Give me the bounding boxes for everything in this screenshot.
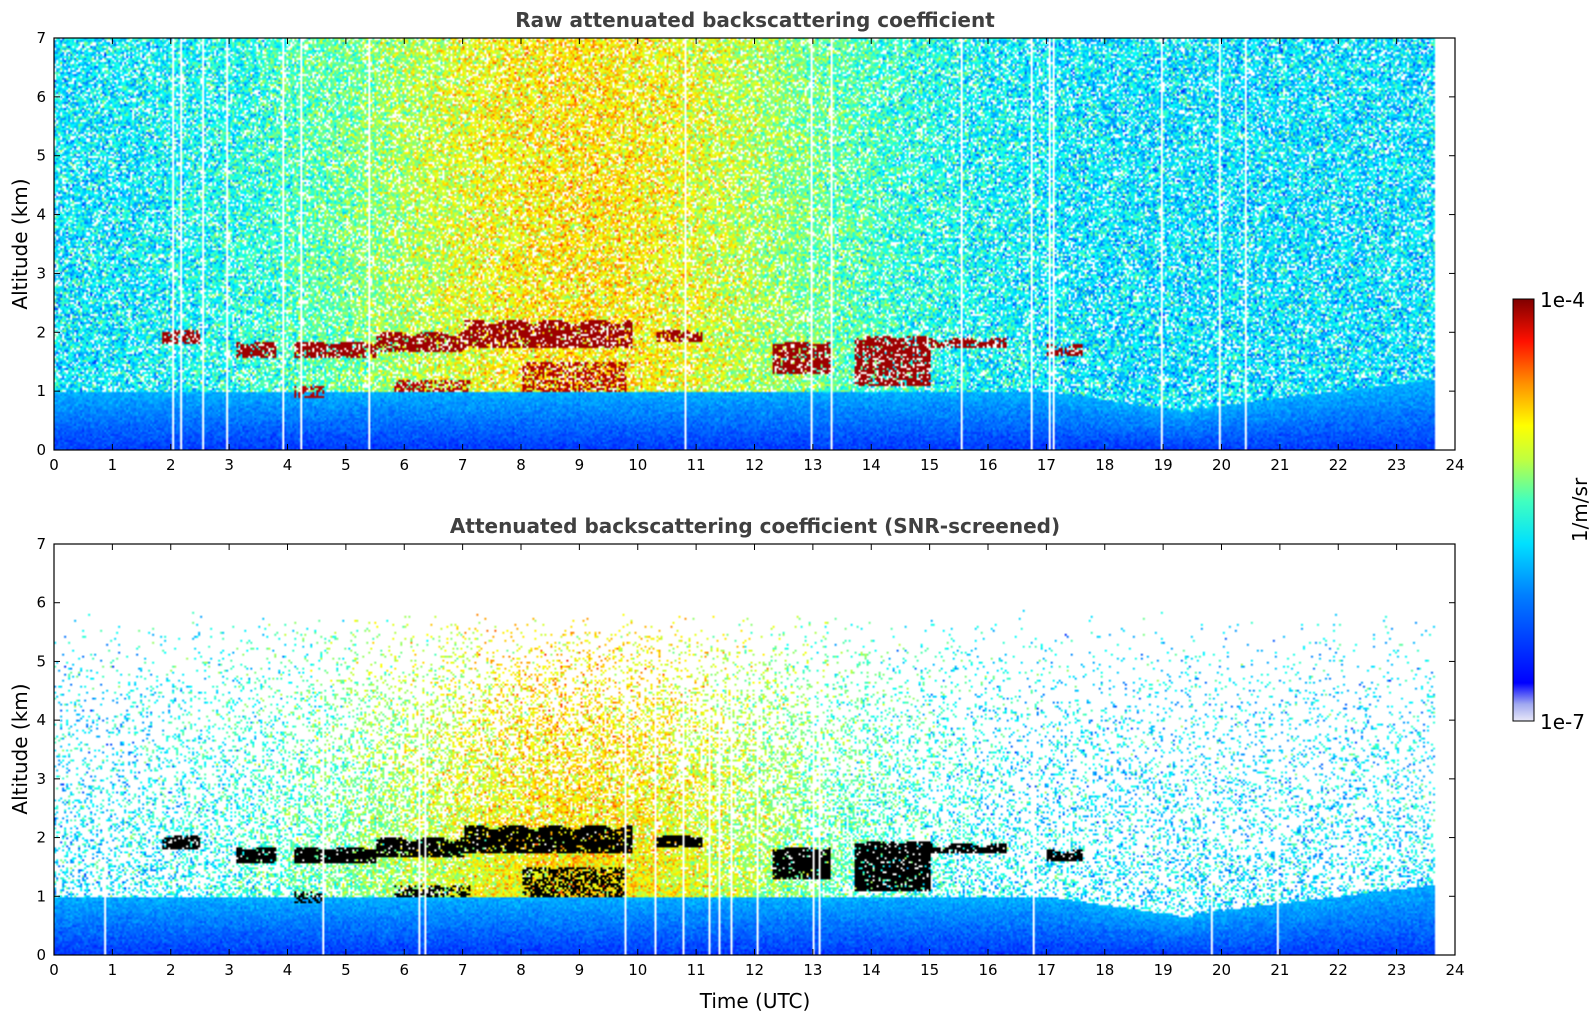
x-tick-label: 7 <box>458 961 468 979</box>
top-y-axis-label: Altitude (km) <box>8 178 32 309</box>
colorbar-min-label: 1e-7 <box>1540 710 1585 734</box>
bottom-heatmap <box>54 544 1455 955</box>
x-tick-label: 23 <box>1387 961 1406 979</box>
x-tick-label: 13 <box>803 961 822 979</box>
x-tick-label: 14 <box>862 961 881 979</box>
x-tick-label: 14 <box>862 456 881 474</box>
x-tick-label: 11 <box>687 961 706 979</box>
x-tick-label: 17 <box>1037 456 1056 474</box>
y-tick-label: 7 <box>36 29 46 47</box>
x-tick-label: 2 <box>166 961 176 979</box>
x-tick-label: 3 <box>224 456 234 474</box>
x-tick-label: 4 <box>283 456 293 474</box>
colorbar-max-label: 1e-4 <box>1540 288 1585 312</box>
x-axis-label: Time (UTC) <box>699 989 811 1013</box>
y-tick-label: 1 <box>36 382 46 400</box>
y-tick-label: 2 <box>36 323 46 341</box>
top-heatmap <box>54 38 1455 450</box>
y-tick-label: 3 <box>36 770 46 788</box>
x-tick-label: 21 <box>1270 456 1289 474</box>
x-tick-label: 5 <box>341 961 351 979</box>
top-chart-title: Raw attenuated backscattering coefficien… <box>515 8 995 32</box>
x-tick-label: 6 <box>399 961 409 979</box>
x-tick-label: 12 <box>745 456 764 474</box>
x-tick-label: 13 <box>803 456 822 474</box>
x-tick-label: 20 <box>1212 456 1231 474</box>
x-tick-label: 6 <box>399 456 409 474</box>
x-tick-label: 15 <box>920 456 939 474</box>
x-tick-label: 18 <box>1095 961 1114 979</box>
y-tick-label: 6 <box>36 594 46 612</box>
x-tick-label: 9 <box>575 961 585 979</box>
x-tick-label: 17 <box>1037 961 1056 979</box>
x-tick-label: 0 <box>49 961 59 979</box>
x-tick-label: 24 <box>1445 456 1464 474</box>
x-tick-label: 8 <box>516 456 526 474</box>
y-tick-label: 0 <box>36 441 46 459</box>
x-tick-label: 19 <box>1154 456 1173 474</box>
x-tick-label: 10 <box>628 456 647 474</box>
panel-bottom: Attenuated backscattering coefficient (S… <box>8 514 1465 1013</box>
y-tick-label: 5 <box>36 652 46 670</box>
x-tick-label: 12 <box>745 961 764 979</box>
x-tick-label: 1 <box>108 456 118 474</box>
x-tick-label: 16 <box>978 961 997 979</box>
x-tick-label: 2 <box>166 456 176 474</box>
x-tick-label: 9 <box>575 456 585 474</box>
x-tick-label: 0 <box>49 456 59 474</box>
y-tick-label: 4 <box>36 711 46 729</box>
x-tick-label: 1 <box>108 961 118 979</box>
x-tick-label: 3 <box>224 961 234 979</box>
y-tick-label: 5 <box>36 147 46 165</box>
panel-top: Raw attenuated backscattering coefficien… <box>8 8 1465 474</box>
x-tick-label: 5 <box>341 456 351 474</box>
x-tick-label: 15 <box>920 961 939 979</box>
y-tick-label: 6 <box>36 88 46 106</box>
bottom-chart-title: Attenuated backscattering coefficient (S… <box>450 514 1060 538</box>
bottom-y-axis-label: Altitude (km) <box>8 683 32 814</box>
x-tick-label: 8 <box>516 961 526 979</box>
x-tick-label: 20 <box>1212 961 1231 979</box>
y-tick-label: 3 <box>36 264 46 282</box>
y-tick-label: 1 <box>36 887 46 905</box>
x-tick-label: 11 <box>687 456 706 474</box>
x-tick-label: 10 <box>628 961 647 979</box>
x-tick-label: 7 <box>458 456 468 474</box>
x-tick-label: 4 <box>283 961 293 979</box>
y-tick-label: 2 <box>36 829 46 847</box>
x-tick-label: 18 <box>1095 456 1114 474</box>
colorbar: 1e-4 1e-7 1/m/sr <box>1512 288 1592 734</box>
x-tick-label: 23 <box>1387 456 1406 474</box>
y-tick-label: 4 <box>36 206 46 224</box>
x-tick-label: 16 <box>978 456 997 474</box>
top-axis-ticks: 0 1 2 3 4 5 6 7 8 9 10 11 12 13 14 15 16 17 18 19 20 21 22 23 24… <box>36 29 1464 474</box>
x-tick-label: 22 <box>1329 961 1348 979</box>
colorbar-gradient <box>1512 298 1535 722</box>
x-tick-label: 24 <box>1445 961 1464 979</box>
y-tick-label: 7 <box>36 535 46 553</box>
x-tick-label: 19 <box>1154 961 1173 979</box>
x-tick-label: 21 <box>1270 961 1289 979</box>
colorbar-unit-label: 1/m/sr <box>1568 477 1592 542</box>
bottom-axis-ticks: 0 1 2 3 4 5 6 7 8 9 10 11 12 13 14 15 16 17 18 19 20 21 22 23 24… <box>36 535 1464 979</box>
y-tick-label: 0 <box>36 946 46 964</box>
x-tick-label: 22 <box>1329 456 1348 474</box>
